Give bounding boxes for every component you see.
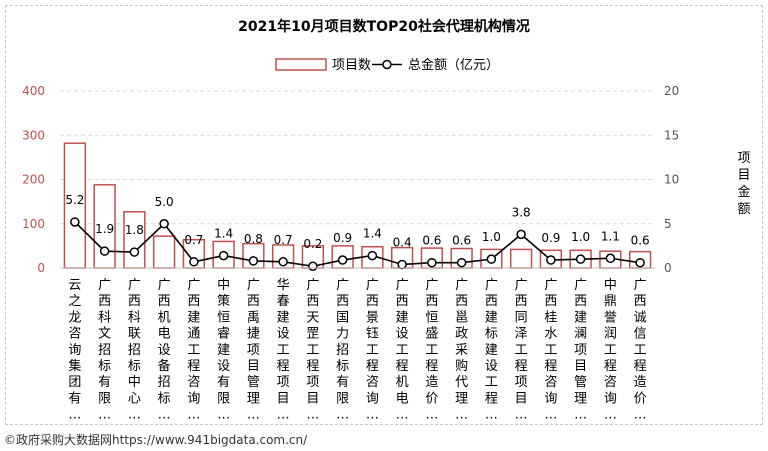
x-tick-label: 广西同泽工程项目… (515, 278, 528, 423)
y-left-tick-label: 400 (22, 84, 45, 98)
data-label: 0.8 (244, 232, 263, 246)
data-label: 0.9 (541, 231, 560, 245)
chart-title: 2021年10月项目数TOP20社会代理机构情况 (238, 18, 530, 35)
line-path (74, 221, 641, 268)
line-point (427, 257, 437, 268)
line-point (456, 257, 467, 268)
line-series: 5.2 1.9 1.8 5.0 0.7 1.4 0.8 0.7 0.2 0.9 1.4 0.4 0.6 0… (65, 193, 650, 271)
line-point (308, 261, 318, 271)
data-label: 3.8 (512, 205, 531, 219)
y-right-axis-label: 额 (737, 202, 750, 217)
data-label: 1.0 (571, 230, 590, 244)
data-label: 0.7 (184, 233, 203, 247)
gridlines (60, 90, 655, 225)
x-tick-label: 广西桂水工程咨询… (544, 278, 557, 423)
line-point (516, 229, 526, 240)
footer-source: ©政府采购大数据网https://www.941bigdata.com.cn/ (4, 433, 308, 447)
line-point (546, 255, 556, 265)
x-tick-label: 广西诚信工程造价… (634, 278, 647, 423)
line-point (70, 217, 80, 227)
x-tick-label: 广西科文招标有限… (98, 278, 111, 423)
legend-line-marker (382, 59, 392, 70)
line-point (397, 259, 407, 270)
legend: 项目数 总金额（亿元） (275, 57, 499, 73)
data-label: 0.6 (631, 234, 650, 248)
y-right-tick-label: 15 (664, 128, 679, 142)
line-point (278, 257, 288, 267)
y-right-tick-label: 0 (664, 261, 672, 275)
line-point (367, 250, 378, 261)
x-tick-label: 广西建通工程咨询… (187, 278, 200, 423)
y-left-tick-label: 200 (22, 173, 45, 187)
x-tick-label: 广西建设工程机电… (396, 278, 409, 423)
line-point (605, 253, 616, 264)
data-label: 1.1 (601, 229, 620, 243)
x-tick-label: 云之龙咨询集团有… (68, 278, 81, 423)
data-label: 1.9 (95, 222, 114, 236)
line-point (99, 246, 110, 256)
bar (152, 235, 176, 269)
line-point (248, 256, 259, 266)
x-tick-label: 广西国力招标有限… (336, 278, 349, 423)
data-label: 0.7 (274, 233, 293, 247)
y-right-axis-label: 金 (737, 184, 750, 200)
data-label: 1.8 (125, 223, 144, 237)
x-tick-label: 中策恒睿建设有限… (217, 278, 230, 423)
bar (123, 211, 146, 269)
x-tick-label: 中鼎誉润工程咨询… (604, 278, 617, 423)
data-label: 0.2 (303, 237, 322, 251)
y-left-tick-label: 300 (22, 128, 45, 142)
line-point (635, 257, 645, 268)
chart-frame (5, 5, 763, 425)
legend-label: 总金额（亿元） (408, 57, 499, 73)
line-point (218, 250, 229, 261)
data-label: 0.4 (393, 235, 412, 249)
y-right-tick-label: 5 (664, 217, 672, 231)
line-point (486, 254, 497, 264)
x-tick-label: 广西建澜项目管理… (574, 278, 587, 423)
data-label: 1.4 (363, 227, 382, 241)
y-right-tick-label: 10 (664, 173, 679, 187)
y-left-tick-label: 100 (22, 217, 45, 231)
bar-series (63, 142, 652, 269)
legend-bar-swatch (275, 58, 327, 71)
x-tick-label: 广西机电设备招标… (158, 278, 171, 423)
line-point (129, 247, 140, 257)
x-tick-label: 华春建设工程项目… (277, 278, 290, 423)
x-tick-label: 广西禹捷项目管理… (247, 278, 260, 423)
data-label: 0.9 (333, 231, 352, 245)
line-point (575, 254, 586, 264)
data-label: 0.6 (452, 234, 471, 248)
x-tick-label: 广西恒盛工程造价… (425, 278, 438, 423)
y-right-tick-label: 20 (664, 84, 679, 98)
x-tick-label: 广西景钰工程咨询… (366, 278, 379, 423)
data-label: 5.2 (65, 193, 84, 207)
x-tick-label: 广西建标建设工程… (485, 278, 498, 423)
bar (509, 248, 533, 269)
y-right-axis-label: 目 (737, 168, 750, 183)
data-label: 1.0 (482, 230, 501, 244)
x-tick-label: 广西科联招标中心… (128, 278, 141, 423)
data-label: 5.0 (155, 195, 174, 209)
line-point (159, 219, 169, 229)
line-point (337, 255, 348, 265)
legend-label: 项目数 (332, 58, 371, 73)
data-label: 1.4 (214, 227, 233, 241)
x-tick-label: 广西天罡工程项目… (306, 278, 319, 423)
y-left-tick-label: 0 (37, 261, 45, 275)
data-label: 0.6 (422, 234, 441, 248)
x-tick-label: 广西邕政采购代理… (455, 278, 468, 423)
y-right-axis-label: 项 (737, 151, 750, 166)
line-point (189, 257, 199, 267)
